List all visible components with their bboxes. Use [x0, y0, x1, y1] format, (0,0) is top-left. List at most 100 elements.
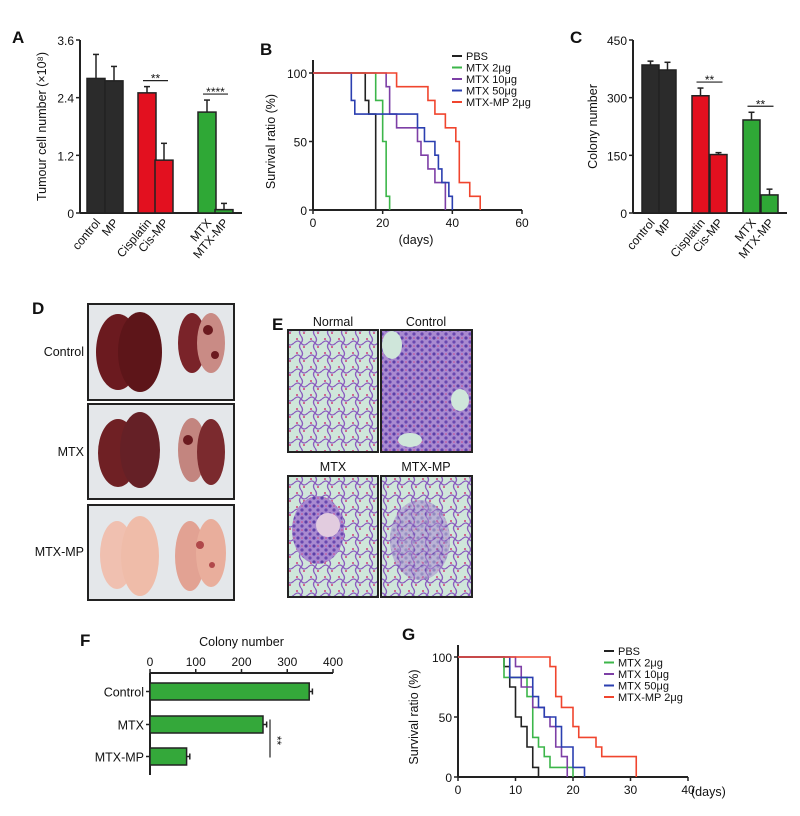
survival-curve-pbs: [458, 656, 540, 777]
x-axis-label: (days): [691, 785, 726, 799]
panel-e-histology: Normal Control MTX MTX-MP: [287, 315, 473, 598]
legend-label: PBS: [466, 51, 488, 63]
histology-normal: [287, 329, 379, 453]
significance-marker: **: [270, 736, 284, 746]
significance-marker: **: [705, 73, 715, 87]
legend-label: MTX-MP 2μg: [618, 692, 683, 704]
panel-label-d: D: [32, 299, 44, 318]
x-tick-label: 300: [277, 655, 297, 669]
y-tick-label: 100: [287, 67, 307, 81]
bar-mtx: [197, 111, 217, 214]
chart-b-survival: 0 50 100 0 20 40 60 Survival ratio (%) (days) PBS…: [264, 51, 531, 247]
survival-curve-mtx-50-g: [313, 72, 454, 210]
panel-label-a: A: [12, 28, 24, 47]
row-label-mtx: MTX: [58, 445, 85, 459]
histology-title-mtx-mp: MTX-MP: [401, 460, 450, 474]
x-tick-label: control: [69, 216, 103, 253]
histology-mtx: [287, 475, 379, 598]
photo-control: [87, 303, 235, 401]
histology-title-mtx: MTX: [320, 460, 347, 474]
bar-control: [149, 682, 310, 701]
x-tick-label: 30: [624, 783, 638, 797]
legend-label: MTX 2μg: [466, 63, 511, 75]
bar-mtx: [742, 119, 761, 214]
x-tick-label: MP: [653, 216, 675, 239]
legend-label: MTX-MP 2μg: [466, 97, 531, 109]
y-axis-label: Survival ratio (%): [407, 669, 421, 764]
panel-label-e: E: [272, 315, 283, 334]
y-axis-label: Survival ratio (%): [264, 94, 278, 189]
histology-control: [380, 329, 473, 453]
x-tick-label: 40: [446, 216, 460, 230]
panel-label-g: G: [402, 625, 415, 644]
y-tick-label: 0: [445, 771, 452, 785]
x-tick-label: 20: [376, 216, 390, 230]
legend-label: MTX 2μg: [618, 658, 663, 670]
y-tick-label: 150: [607, 149, 627, 163]
panel-label-f: F: [80, 631, 90, 650]
significance-marker: ****: [206, 85, 225, 99]
x-axis-label: (days): [399, 233, 434, 247]
y-tick-label: 100: [432, 651, 452, 665]
bar-mp: [658, 69, 677, 214]
y-axis-label: Tumour cell number (×10⁸): [35, 52, 49, 201]
chart-f-colony-number: Colony number 0 100 200 300 400 Control MTX MTX-…: [95, 635, 343, 775]
y-tick-label: 1.2: [57, 149, 74, 163]
survival-curve-mtx-10-g: [313, 72, 447, 210]
bar-cisplatin: [691, 94, 710, 214]
x-tick-label: 200: [231, 655, 251, 669]
y-tick-label: 50: [294, 136, 308, 150]
legend-label: MTX 10μg: [466, 74, 517, 86]
x-tick-label: control: [624, 216, 658, 253]
bar-mtx-mp: [149, 747, 188, 766]
survival-curve-mtx-mp-2-g: [458, 656, 638, 777]
x-tick-label: 0: [310, 216, 317, 230]
legend-label: MTX 10μg: [618, 669, 669, 681]
legend-label: MTX 50μg: [618, 681, 669, 693]
x-tick-label: MP: [99, 216, 121, 239]
x-tick-label: 10: [509, 783, 523, 797]
survival-curve-mtx-mp-2-g: [313, 72, 481, 210]
x-tick-label: 60: [515, 216, 529, 230]
panel-label-c: C: [570, 28, 582, 47]
x-tick-label: 0: [455, 783, 462, 797]
y-tick-label: MTX: [118, 719, 145, 733]
y-tick-label: 300: [607, 92, 627, 106]
x-tick-label: 400: [323, 655, 343, 669]
panel-d-lung-photos: Control MTX MTX-MP: [35, 303, 235, 601]
bar-cisplatin: [137, 92, 157, 214]
row-label-mtx-mp: MTX-MP: [35, 545, 84, 559]
panel-label-b: B: [260, 40, 272, 59]
chart-g-survival: 0 50 100 0 10 20 30 40 Survival ratio (%) (days) P…: [407, 645, 726, 799]
x-tick-label: 40: [681, 783, 695, 797]
bar-mp: [104, 80, 124, 214]
histology-mtx-mp: [380, 475, 473, 598]
histology-title-normal: Normal: [313, 315, 353, 329]
chart-a-tumour-cell-number: 0 1.2 2.4 3.6 Tumour cell number (×10⁸) contr…: [35, 34, 242, 261]
photo-mtx-mp: [87, 504, 235, 601]
legend-label: MTX 50μg: [466, 86, 517, 98]
x-tick-label: 100: [186, 655, 206, 669]
y-tick-label: 0: [300, 204, 307, 218]
bar-mtx: [149, 715, 264, 734]
bar-control: [641, 64, 660, 214]
significance-marker: **: [756, 97, 766, 111]
y-tick-label: MTX-MP: [95, 751, 144, 765]
significance-marker: **: [151, 72, 161, 86]
y-tick-label: 50: [439, 711, 453, 725]
x-tick-label: 0: [147, 655, 154, 669]
y-tick-label: 450: [607, 34, 627, 48]
bar-control: [86, 77, 106, 214]
y-tick-label: 0: [67, 207, 74, 221]
survival-curve-mtx-50-g: [458, 656, 586, 777]
y-tick-label: 2.4: [57, 92, 74, 106]
legend-label: PBS: [618, 646, 640, 658]
x-axis-label: Colony number: [199, 635, 284, 649]
y-axis-label: Colony number: [586, 84, 600, 169]
survival-curve-pbs: [313, 72, 377, 210]
row-label-control: Control: [44, 345, 84, 359]
y-tick-label: Control: [104, 686, 144, 700]
photo-mtx: [87, 403, 235, 500]
